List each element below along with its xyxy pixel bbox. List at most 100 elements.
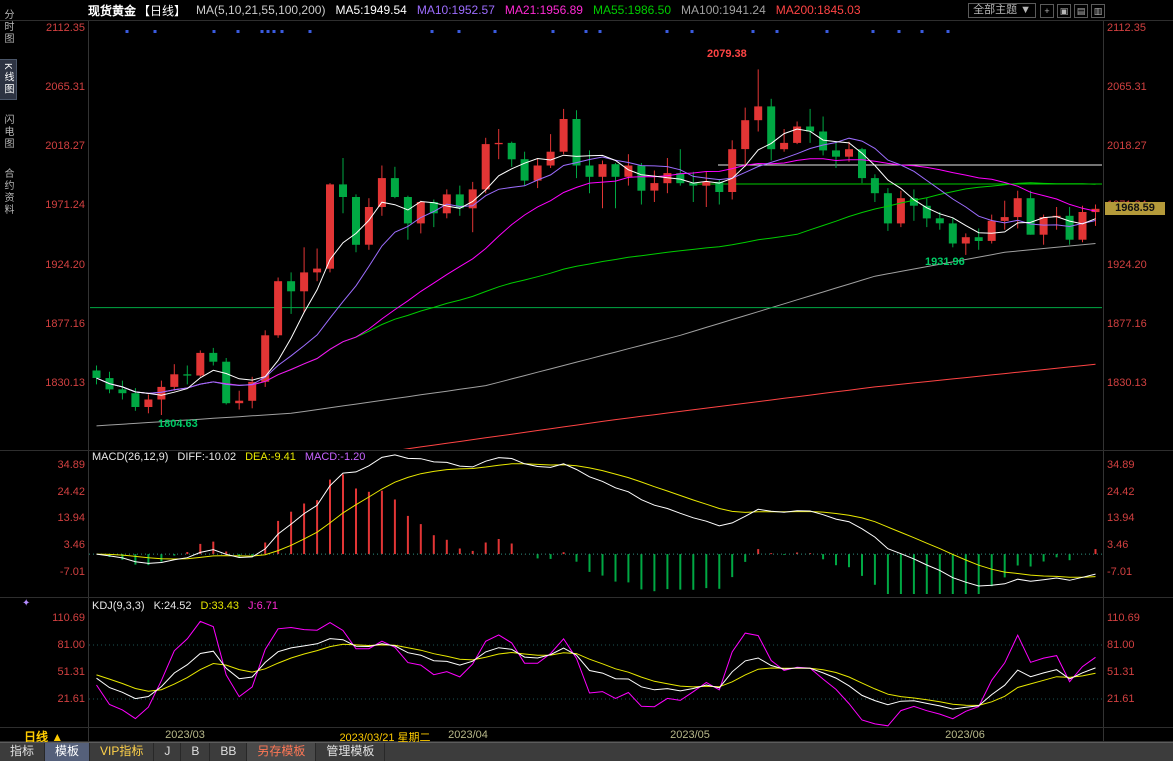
horizontal-panes-icon[interactable]: ▤ [1074,3,1088,18]
tab-templates[interactable]: 模板 [45,743,91,761]
event-marker-dot[interactable] [920,30,924,33]
price-panel[interactable] [90,69,1102,491]
candle-body[interactable] [92,370,101,379]
candle-body[interactable] [896,198,905,224]
event-marker-dot[interactable] [690,30,694,33]
candle-body[interactable] [494,142,503,145]
candle-body[interactable] [209,352,218,362]
candle-body[interactable] [961,237,970,244]
candle-body[interactable] [1039,217,1048,235]
candle-body[interactable] [883,193,892,224]
candle-body[interactable] [274,281,283,336]
candle-body[interactable] [611,164,620,177]
candle-body[interactable] [909,198,918,206]
event-marker-dot[interactable] [266,30,270,33]
event-marker-dot[interactable] [825,30,829,33]
candle-body[interactable] [313,268,322,273]
candle-body[interactable] [1013,198,1022,218]
event-marker-dot[interactable] [153,30,157,33]
candle-body[interactable] [222,361,231,404]
candle-body[interactable] [754,106,763,121]
event-marker-dot[interactable] [751,30,755,33]
candle-body[interactable] [235,400,244,404]
add-pane-icon[interactable]: + [1040,3,1054,18]
macd-indicator-header[interactable]: MACD(26,12,9) DIFF:-10.02 DEA:-9.41 MACD… [92,451,365,463]
sidebar-item-contract-info[interactable]: 合约资料 [2,167,13,216]
tab-vip-indicators[interactable]: VIP指标 [90,743,155,761]
kdj-indicator-header[interactable]: KDJ(9,3,3) K:24.52 D:33.43 J:6.71 [92,600,278,612]
candle-body[interactable] [339,184,347,197]
candle-body[interactable] [598,164,607,177]
vertical-panes-icon[interactable]: ▥ [1091,3,1105,18]
tab-tab-j[interactable]: J [154,743,182,761]
tab-indicators[interactable]: 指标 [0,743,46,761]
candle-body[interactable] [637,165,646,191]
candle-body[interactable] [1065,215,1074,240]
candle-body[interactable] [974,237,983,241]
candle-body[interactable] [1000,217,1009,221]
event-marker-dot[interactable] [584,30,588,33]
candle-body[interactable] [300,272,309,292]
candle-body[interactable] [767,106,776,150]
candle-body[interactable] [326,184,334,269]
candle-body[interactable] [1078,212,1087,240]
candle-body[interactable] [546,151,555,166]
period-selector[interactable]: 日线 ▲ [24,730,64,744]
candle-body[interactable] [468,189,477,209]
candle-body[interactable] [922,205,931,219]
sidebar-item-timeshare[interactable]: 分时图 [2,9,13,45]
tab-tab-b[interactable]: B [181,743,211,761]
candle-body[interactable] [650,183,659,191]
candle-body[interactable] [170,374,179,387]
candle-body[interactable] [196,352,205,376]
sidebar-item-kline[interactable]: K线图 [0,59,17,100]
event-marker-dot[interactable] [598,30,602,33]
event-marker-dot[interactable] [236,30,240,33]
candle-body[interactable] [585,165,594,177]
candle-body[interactable] [261,335,270,382]
candle-body[interactable] [819,131,828,151]
candle-body[interactable] [157,386,166,400]
candle-body[interactable] [793,126,802,143]
event-marker-dot[interactable] [775,30,779,33]
candle-body[interactable] [481,144,490,190]
macd-panel[interactable] [89,454,1103,601]
candle-body[interactable] [728,149,737,192]
candle-body[interactable] [741,120,750,150]
candle-body[interactable] [559,119,568,152]
candle-body[interactable] [455,194,464,209]
candle-body[interactable] [429,202,438,214]
candle-body[interactable] [390,178,399,197]
candle-body[interactable] [948,223,957,244]
candle-body[interactable] [1091,208,1100,213]
candle-body[interactable] [520,159,529,181]
candle-body[interactable] [183,374,192,376]
candle-body[interactable] [702,181,711,186]
candle-body[interactable] [572,119,581,166]
candle-body[interactable] [845,149,853,157]
candle-body[interactable] [935,218,944,224]
sidebar-item-flash-chart[interactable]: 闪电图 [2,113,13,150]
event-marker-dot[interactable] [212,30,216,33]
event-marker-dot[interactable] [946,30,950,33]
candle-body[interactable] [858,149,866,179]
candle-body[interactable] [987,220,996,241]
candle-body[interactable] [1026,198,1035,235]
theme-selector[interactable]: 全部主题 ▼ [968,3,1036,18]
candle-body[interactable] [352,197,360,245]
tab-save-as-template[interactable]: 另存模板 [247,743,317,761]
candle-body[interactable] [507,142,516,160]
event-marker-dot[interactable] [457,30,461,33]
single-pane-icon[interactable]: ▣ [1057,3,1071,18]
event-marker-dot[interactable] [280,30,284,33]
kdj-panel[interactable] [89,620,1103,727]
candle-body[interactable] [144,399,153,408]
candle-body[interactable] [118,389,127,394]
candle-body[interactable] [689,183,698,186]
candle-body[interactable] [624,165,633,177]
event-marker-dot[interactable] [125,30,129,33]
event-marker-dot[interactable] [308,30,312,33]
candle-body[interactable] [377,178,386,207]
candle-body[interactable] [715,181,724,192]
event-marker-dot[interactable] [260,30,264,33]
